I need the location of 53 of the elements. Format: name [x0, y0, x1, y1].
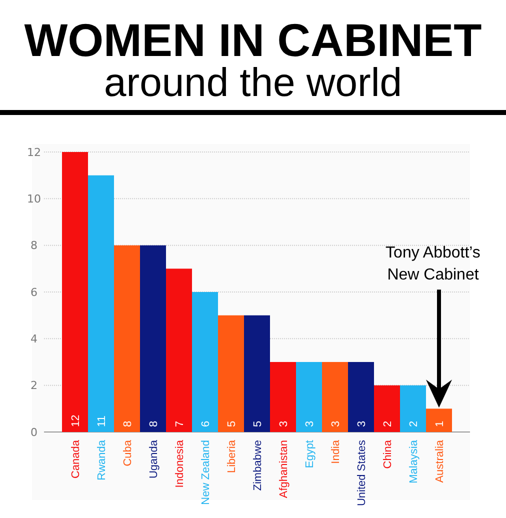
bar: [270, 362, 296, 432]
x-tick-label: India: [330, 439, 342, 464]
y-tick-label: 8: [30, 239, 38, 252]
data-label: 8: [122, 420, 134, 427]
x-tick-label: Canada: [70, 439, 82, 479]
x-tick-label: Indonesia: [174, 439, 186, 488]
bar: [166, 268, 192, 432]
data-label: 3: [278, 420, 290, 427]
data-label: 11: [96, 416, 108, 427]
data-label: 5: [226, 420, 238, 427]
x-tick-label: China: [382, 439, 394, 469]
x-tick-label: United States: [356, 440, 368, 506]
data-label: 8: [148, 420, 160, 427]
x-tick-label: Afghanistan: [278, 440, 290, 498]
y-tick-label: 4: [30, 332, 38, 346]
x-tick-label: Australia: [434, 439, 446, 483]
bar: [114, 245, 140, 432]
bar: [374, 385, 400, 432]
x-tick-label: Rwanda: [96, 439, 108, 480]
data-label: 3: [330, 420, 342, 427]
y-tick-label: 10: [27, 192, 41, 206]
bar: [426, 408, 452, 432]
bar: [62, 152, 88, 432]
x-tick-label: Liberia: [226, 439, 238, 474]
data-label: 5: [252, 420, 264, 427]
bar: [322, 362, 348, 432]
y-tick-label: 2: [30, 379, 38, 392]
bar: [140, 245, 166, 432]
bar: [244, 315, 270, 432]
y-tick-label: 6: [30, 286, 38, 299]
data-label: 2: [382, 420, 394, 427]
bar: [192, 292, 218, 432]
data-label: 2: [408, 420, 420, 427]
bar: [88, 175, 114, 432]
data-label: 12: [70, 414, 82, 427]
x-tick-label: Egypt: [304, 440, 316, 468]
data-label: 3: [304, 420, 316, 427]
bar: [296, 362, 322, 432]
bar: [400, 385, 426, 432]
x-tick-label: Zimbabwe: [252, 440, 264, 491]
y-tick-label: 12: [27, 146, 41, 159]
annotation: Tony Abbott’s New Cabinet: [386, 244, 480, 284]
y-tick-label: 0: [30, 426, 38, 439]
data-label: 7: [174, 420, 186, 427]
bar: [348, 362, 374, 432]
data-label: 3: [356, 420, 368, 427]
x-tick-label: Malaysia: [408, 439, 420, 484]
x-tick-label: Cuba: [122, 439, 134, 466]
x-tick-label: Uganda: [148, 439, 160, 479]
bar: [218, 315, 244, 432]
data-label: 1: [434, 420, 446, 427]
data-label: 6: [200, 420, 212, 427]
x-tick-label: New Zealand: [200, 440, 212, 505]
